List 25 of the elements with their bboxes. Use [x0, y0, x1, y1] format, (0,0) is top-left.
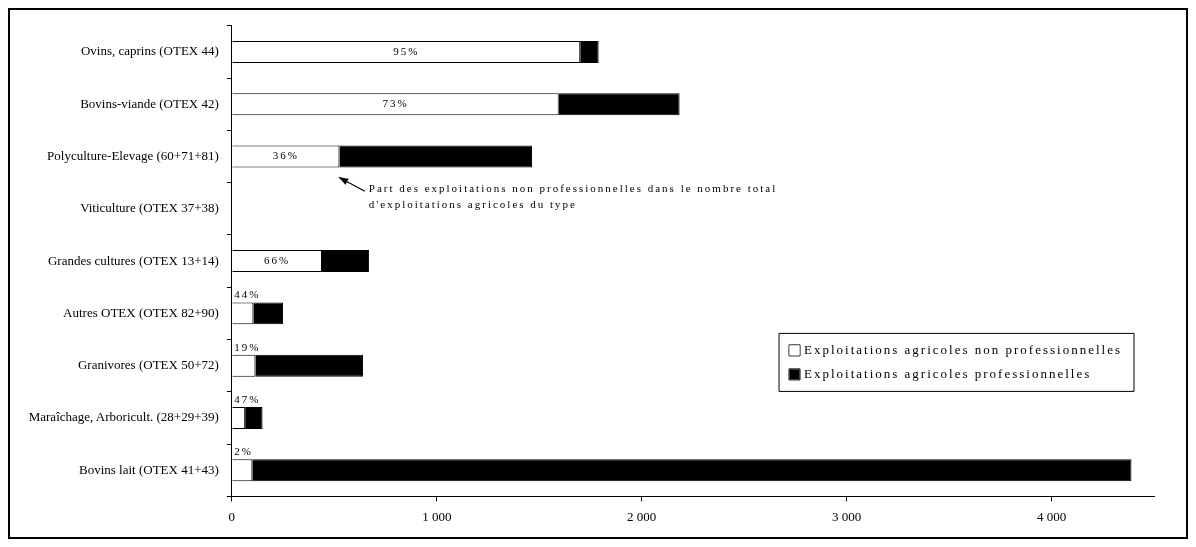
annotation: 19% [234, 340, 261, 353]
legend-label: Exploitations agricoles professionnelles [804, 365, 1092, 381]
y-tick-label: Grandes cultures (OTEX 13+14) [47, 252, 219, 268]
annotation: 73% [382, 97, 409, 110]
annotation: 66% [264, 253, 291, 266]
y-tick-label: Polyculture-Elevage (60+71+81) [47, 147, 219, 163]
x-tick-label: 3 000 [831, 508, 862, 524]
annotation: 47% [234, 392, 261, 405]
annotation: 2% [234, 445, 253, 458]
x-tick-label: 1 000 [422, 508, 452, 524]
y-tick-label: Autres OTEX (OTEX 82+90) [63, 304, 219, 320]
x-tick-label: 0 [228, 508, 236, 524]
legend-label: Exploitations agricoles non professionnelles [804, 341, 1122, 357]
annotation: 36% [272, 149, 299, 162]
y-tick-label: Granivores (OTEX 50+72) [77, 357, 219, 373]
x-tick-label: 4 000 [1036, 508, 1067, 524]
y-tick-label: Viticulture (OTEX 37+38) [80, 200, 219, 216]
annotation: Part des exploitations non professionnelles dans le nombre total d'exploitations agricoles du type [368, 182, 778, 211]
annotation: 95% [393, 44, 420, 57]
annotation: 44% [234, 288, 261, 301]
y-tick-label: Bovins lait (OTEX 41+43) [78, 461, 219, 477]
x-tick-label: 2 000 [627, 508, 657, 524]
y-tick-label: Bovins-viande (OTEX 42) [80, 95, 219, 111]
y-tick-label: Maraîchage, Arboricult. (28+29+39) [28, 409, 219, 425]
y-tick-label: Ovins, caprins (OTEX 44) [80, 43, 219, 59]
